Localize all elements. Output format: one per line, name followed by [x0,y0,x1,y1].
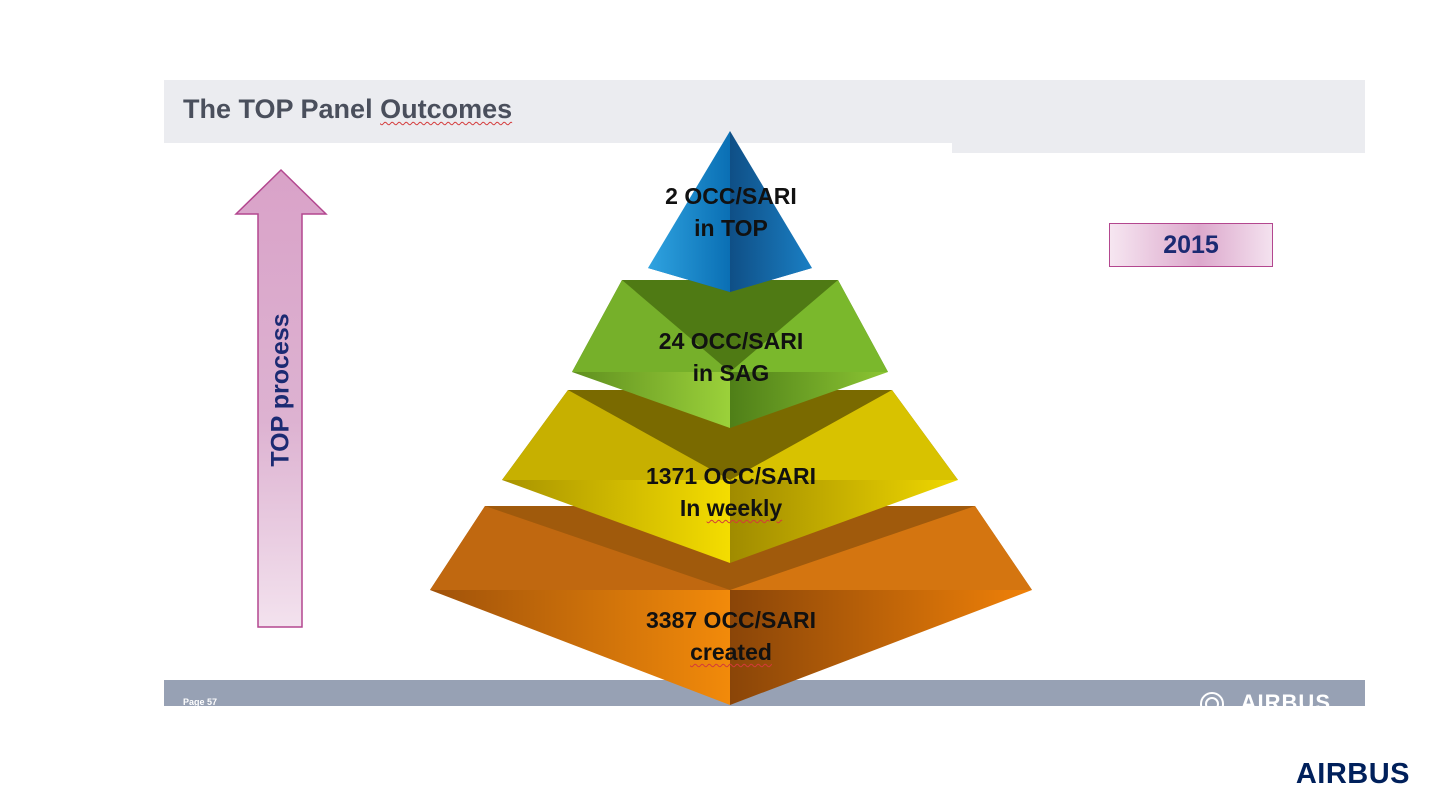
pyramid-tier-weekly [502,390,958,563]
tier-weekly-line1: 1371 OCC/SARI [645,463,817,489]
tier-label-top: 2 OCC/SARI in TOP [665,180,797,244]
up-arrow-icon [234,168,328,628]
tier-weekly-line2-underlined: weekly [706,495,783,521]
tier-label-weekly: 1371 OCC/SARI In weekly [646,460,816,524]
title-band-extension [952,80,1365,153]
pyramid-tier-sag [572,280,888,428]
year-label: 2015 [1163,230,1219,259]
year-badge: 2015 [1109,223,1273,267]
tier-created-line1: 3387 OCC/SARI [645,607,817,633]
tier-label-created: 3387 OCC/SARI created [646,604,816,668]
title-band [164,80,952,143]
footer-airbus-logo: AIRBUS [1240,690,1331,707]
slide-title-text: The TOP Panel [183,94,381,124]
tier-top-line2: in TOP [694,215,768,241]
pyramid-tier-top [648,131,812,292]
airbus-emblem-icon [1200,692,1224,706]
tier-sag-line1: 24 OCC/SARI [658,328,804,354]
tier-created-line2: created [690,639,772,665]
tier-sag-line2: in SAG [692,360,770,386]
page-number: Page 57 [183,697,218,706]
tier-weekly-line2: In weekly [646,492,816,524]
tier-top-line1: 2 OCC/SARI [665,183,797,209]
pyramid-tier-created [430,506,1032,705]
airbus-brand-logo: AIRBUS [1295,758,1410,790]
slide-title-underlined: Outcomes [380,94,513,124]
tier-label-sag: 24 OCC/SARI in SAG [659,325,803,389]
tier-weekly-line2-plain: In [679,495,707,521]
top-process-label: TOP process [266,313,295,467]
slide-title: The TOP Panel Outcomes [183,94,512,125]
